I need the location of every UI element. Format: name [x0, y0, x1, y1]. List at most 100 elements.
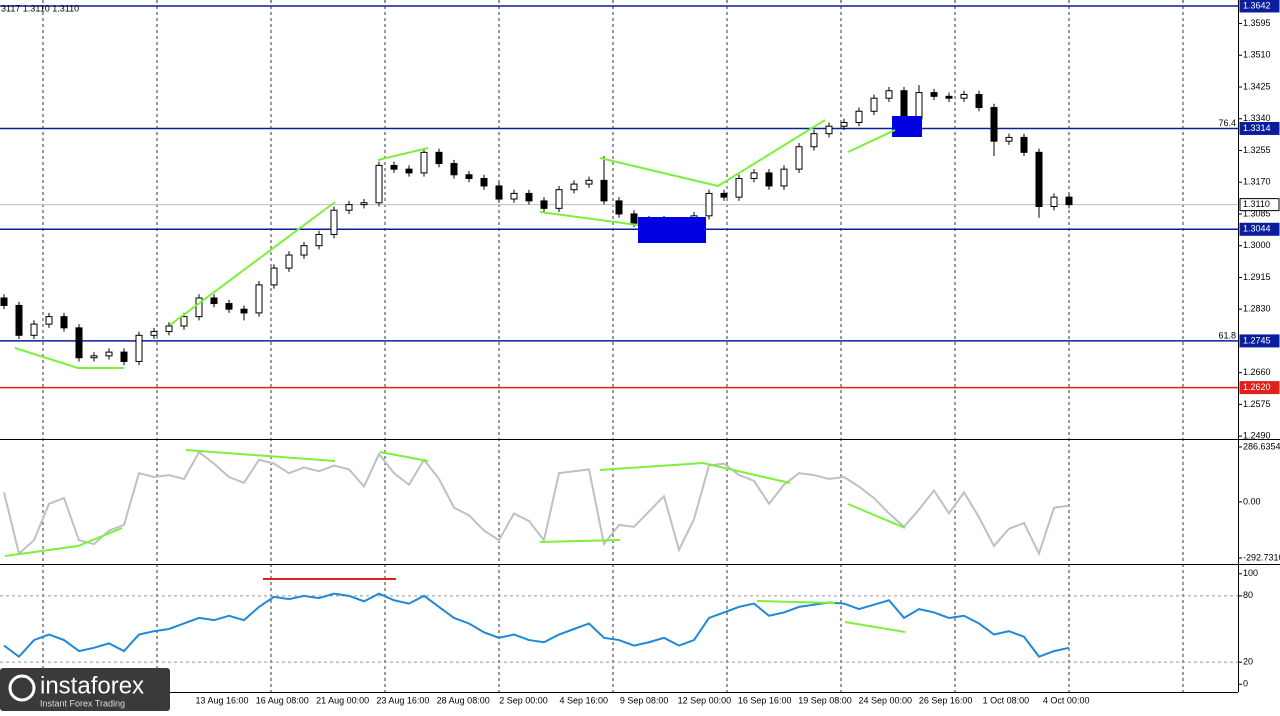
- trend-line: [377, 147, 429, 161]
- level-name: 76.4: [1218, 118, 1236, 128]
- zone-box: [638, 217, 706, 243]
- candle-body: [240, 308, 248, 314]
- candle-body: [345, 204, 353, 211]
- candle-body: [75, 327, 83, 359]
- trend-line: [756, 600, 836, 604]
- x-tick-label: 1 Oct 08:00: [983, 695, 1030, 705]
- candle-body: [705, 192, 713, 217]
- candle-body: [555, 189, 563, 209]
- candle-body: [60, 316, 68, 329]
- candle-body: [990, 107, 998, 142]
- level-label: 1.3642: [1243, 0, 1271, 10]
- trend-line: [169, 201, 336, 326]
- candle-body: [945, 95, 953, 99]
- y-tick-label: 1.3170: [1243, 177, 1271, 187]
- trend-line: [379, 451, 429, 462]
- candle-body: [255, 284, 263, 314]
- y-tick-label: 1.3340: [1243, 113, 1271, 123]
- x-tick-label: 4 Oct 00:00: [1043, 695, 1090, 705]
- candle-body: [1035, 151, 1043, 207]
- candle-body: [405, 168, 413, 174]
- candle-body: [540, 200, 548, 209]
- candle-body: [390, 164, 398, 170]
- y-tick-label: 1.3000: [1243, 240, 1271, 250]
- trend-line: [539, 211, 639, 226]
- candle-body: [750, 172, 758, 179]
- candle-body: [45, 316, 53, 325]
- candle-body: [570, 183, 578, 191]
- trend-line: [847, 503, 906, 529]
- candle-body: [120, 351, 128, 362]
- trend-line: [844, 621, 906, 633]
- level-label: 1.3314: [1243, 123, 1271, 133]
- candle-body: [480, 177, 488, 187]
- candle-body: [495, 185, 503, 200]
- y-tick-label: 0.00: [1243, 496, 1261, 506]
- level-tag: [1239, 222, 1280, 236]
- candle-body: [735, 177, 743, 198]
- candle-body: [1065, 196, 1073, 206]
- candle-body: [825, 125, 833, 135]
- y-tick-label: 1.3425: [1243, 81, 1271, 91]
- y-tick-label: 286.6354: [1243, 441, 1280, 451]
- trend-line: [14, 347, 124, 369]
- candle-body: [300, 245, 308, 256]
- price-header: 3117 1.3110 1.3110: [1, 3, 79, 13]
- logo-box: [0, 668, 170, 711]
- x-tick-label: 16 Aug 08:00: [256, 695, 309, 705]
- indicator-line: [3, 450, 1070, 557]
- x-tick-label: 26 Sep 16:00: [919, 695, 973, 705]
- candle-body: [930, 92, 938, 97]
- level-tag: [1239, 334, 1280, 348]
- trend-line: [599, 461, 791, 484]
- y-tick-label: 20: [1243, 657, 1253, 667]
- level-label: 1.2620: [1243, 382, 1271, 392]
- logo-tagline: Instant Forex Trading: [40, 698, 125, 708]
- candle-body: [585, 179, 593, 185]
- x-tick-label: 9 Sep 08:00: [620, 695, 669, 705]
- x-tick-label: 21 Aug 00:00: [316, 695, 369, 705]
- level-tag: [1239, 121, 1280, 135]
- candle-body: [90, 355, 98, 359]
- panel-frames: [0, 0, 1280, 693]
- candle-body: [285, 254, 293, 269]
- y-tick-label: 0: [1243, 679, 1248, 689]
- candle-body: [150, 331, 158, 336]
- candle-body: [780, 168, 788, 187]
- candle-body: [720, 192, 728, 198]
- candle-body: [315, 233, 323, 247]
- x-tick-label: 13 Aug 16:00: [195, 695, 248, 705]
- y-tick-label: 1.3255: [1243, 145, 1271, 155]
- candle-body: [375, 164, 383, 204]
- y-tick-label: 1.3085: [1243, 208, 1271, 218]
- candle-body: [180, 316, 188, 327]
- trend-line: [4, 527, 123, 557]
- candle-body: [900, 90, 908, 120]
- candle-body: [210, 297, 218, 305]
- x-tick-label: 4 Sep 16:00: [560, 695, 609, 705]
- level-label: 1.3110: [1243, 199, 1270, 209]
- candle-body: [840, 121, 848, 127]
- x-tick-label: 2 Sep 00:00: [499, 695, 548, 705]
- y-tick-label: 1.2830: [1243, 304, 1271, 314]
- x-tick-label: 28 Aug 08:00: [437, 695, 490, 705]
- y-tick-label: -292.7310: [1243, 552, 1280, 562]
- x-tick-label: 16 Sep 16:00: [738, 695, 792, 705]
- candle-body: [225, 303, 233, 310]
- y-tick-label: 80: [1243, 590, 1253, 600]
- candle-body: [420, 151, 428, 174]
- level-name: 61.8: [1218, 330, 1236, 340]
- candle-body: [195, 297, 203, 318]
- y-tick-label: 1.2575: [1243, 399, 1271, 409]
- y-tick-label: 1.2660: [1243, 367, 1271, 377]
- level-tag: [1239, 0, 1280, 13]
- candle-body: [765, 172, 773, 187]
- logo-icon: [8, 674, 36, 702]
- candle-body: [105, 351, 113, 357]
- level-label: 1.2745: [1243, 335, 1271, 345]
- candle-body: [960, 93, 968, 99]
- trend-line: [847, 129, 896, 153]
- indicator-line: [3, 592, 1070, 658]
